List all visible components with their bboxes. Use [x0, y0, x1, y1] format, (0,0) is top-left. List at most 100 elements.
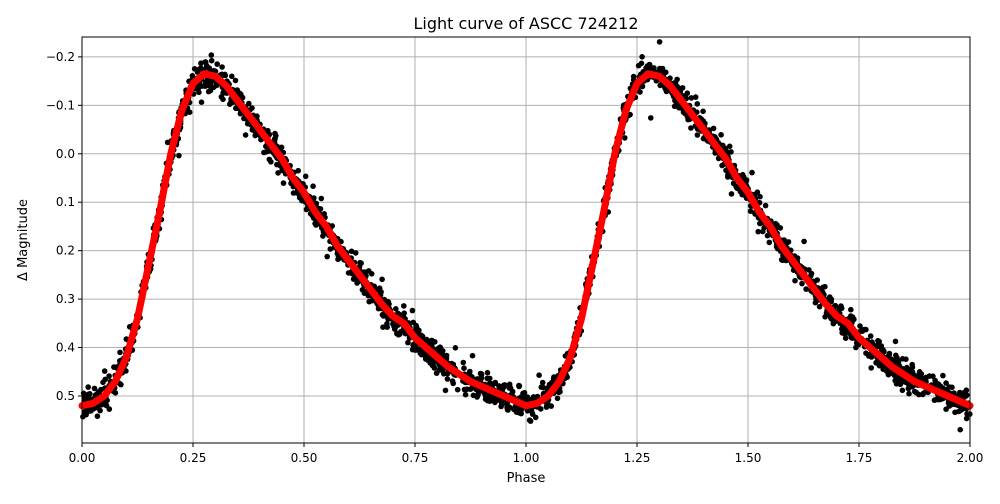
observation-point [937, 383, 944, 389]
observation-point [838, 305, 845, 312]
observation-point [648, 115, 654, 121]
observation-point [737, 188, 744, 195]
observation-point [688, 95, 695, 101]
observation-point [101, 368, 108, 374]
observation-point [492, 399, 498, 406]
y-tick-label: 0.1 [56, 195, 75, 209]
observation-point [957, 426, 963, 433]
observation-point [646, 61, 653, 68]
observation-point [252, 132, 258, 139]
observation-point [275, 170, 281, 176]
observation-point [526, 417, 533, 424]
observation-point [442, 387, 449, 394]
observation-point [117, 349, 123, 356]
observation-point [176, 152, 182, 159]
observation-point [369, 297, 375, 304]
observation-point [498, 401, 505, 408]
chart-title: Light curve of ASCC 724212 [413, 14, 638, 33]
observation-point [885, 370, 891, 376]
observation-point [393, 306, 399, 312]
observation-point [214, 61, 220, 67]
observation-point [401, 303, 407, 309]
observation-point [536, 372, 542, 379]
observation-point [460, 359, 467, 366]
observation-point [940, 372, 946, 379]
observation-point [199, 83, 206, 89]
observation-point [249, 105, 255, 111]
observation-point [948, 401, 954, 408]
observation-point [923, 377, 929, 384]
observation-point [380, 313, 387, 319]
observation-point [728, 149, 734, 155]
observation-point [733, 183, 739, 190]
observation-point [516, 383, 523, 389]
observation-point [892, 377, 898, 384]
observation-point [327, 246, 334, 252]
observation-point [484, 369, 491, 376]
observation-point [410, 342, 416, 348]
observation-point [521, 389, 528, 396]
observation-point [952, 409, 958, 416]
observation-point [302, 173, 309, 180]
observation-point [905, 385, 912, 392]
observation-point [348, 248, 355, 255]
observation-point [418, 351, 425, 358]
observation-point [198, 60, 204, 66]
observation-point [694, 101, 701, 107]
observation-point [909, 369, 916, 375]
observation-point [106, 406, 113, 412]
observation-point [850, 316, 857, 322]
y-axis: −0.2 −0.1 0.0 0.1 0.2 0.3 0.4 0.5 [46, 50, 82, 403]
observation-point [410, 319, 417, 326]
observation-point [413, 325, 419, 331]
x-tick-label: 1.75 [846, 451, 873, 465]
observation-point [106, 373, 112, 379]
observation-point [826, 296, 833, 302]
observation-point [85, 384, 91, 390]
y-tick-label: 0.0 [56, 147, 75, 161]
observation-point [556, 389, 562, 396]
observation-point [540, 384, 546, 391]
observation-point [792, 277, 798, 284]
observation-point [656, 39, 663, 45]
observation-point [497, 385, 504, 392]
observation-point [663, 69, 669, 76]
observation-point [897, 381, 904, 388]
observation-point [272, 135, 278, 142]
observation-point [801, 238, 807, 245]
observation-point [412, 347, 419, 353]
observation-point [715, 155, 722, 162]
observation-point [380, 324, 386, 331]
observation-point [452, 345, 459, 351]
observation-point [461, 365, 467, 372]
grid [81, 37, 971, 443]
y-tick-label: 0.4 [56, 341, 75, 355]
observation-point [622, 135, 628, 141]
y-tick-label: −0.1 [46, 98, 75, 112]
observation-point [841, 325, 848, 331]
observation-point [85, 393, 91, 399]
observation-point [503, 401, 510, 407]
x-tick-label: 0.75 [402, 451, 429, 465]
x-tick-label: 1.50 [735, 451, 762, 465]
observation-point [943, 380, 949, 386]
observation-point [317, 206, 324, 212]
observation-point [266, 156, 273, 163]
observation-point [917, 373, 923, 379]
observation-point [203, 62, 210, 69]
observation-point [164, 139, 171, 146]
observation-point [379, 276, 385, 283]
observation-point [324, 253, 331, 260]
x-axis: 0.00 0.25 0.50 0.75 1.00 1.25 1.50 1.75 2.00 [69, 443, 983, 465]
observation-point [310, 183, 316, 189]
observation-point [405, 339, 411, 346]
observation-point [261, 149, 267, 156]
y-axis-label: Δ Magnitude [16, 199, 31, 281]
observation-point [899, 387, 906, 394]
observation-point [886, 352, 892, 358]
observation-point [822, 314, 828, 320]
observation-point [477, 376, 483, 383]
observation-point [208, 57, 215, 64]
observation-point [294, 190, 300, 196]
observation-point [906, 390, 912, 397]
